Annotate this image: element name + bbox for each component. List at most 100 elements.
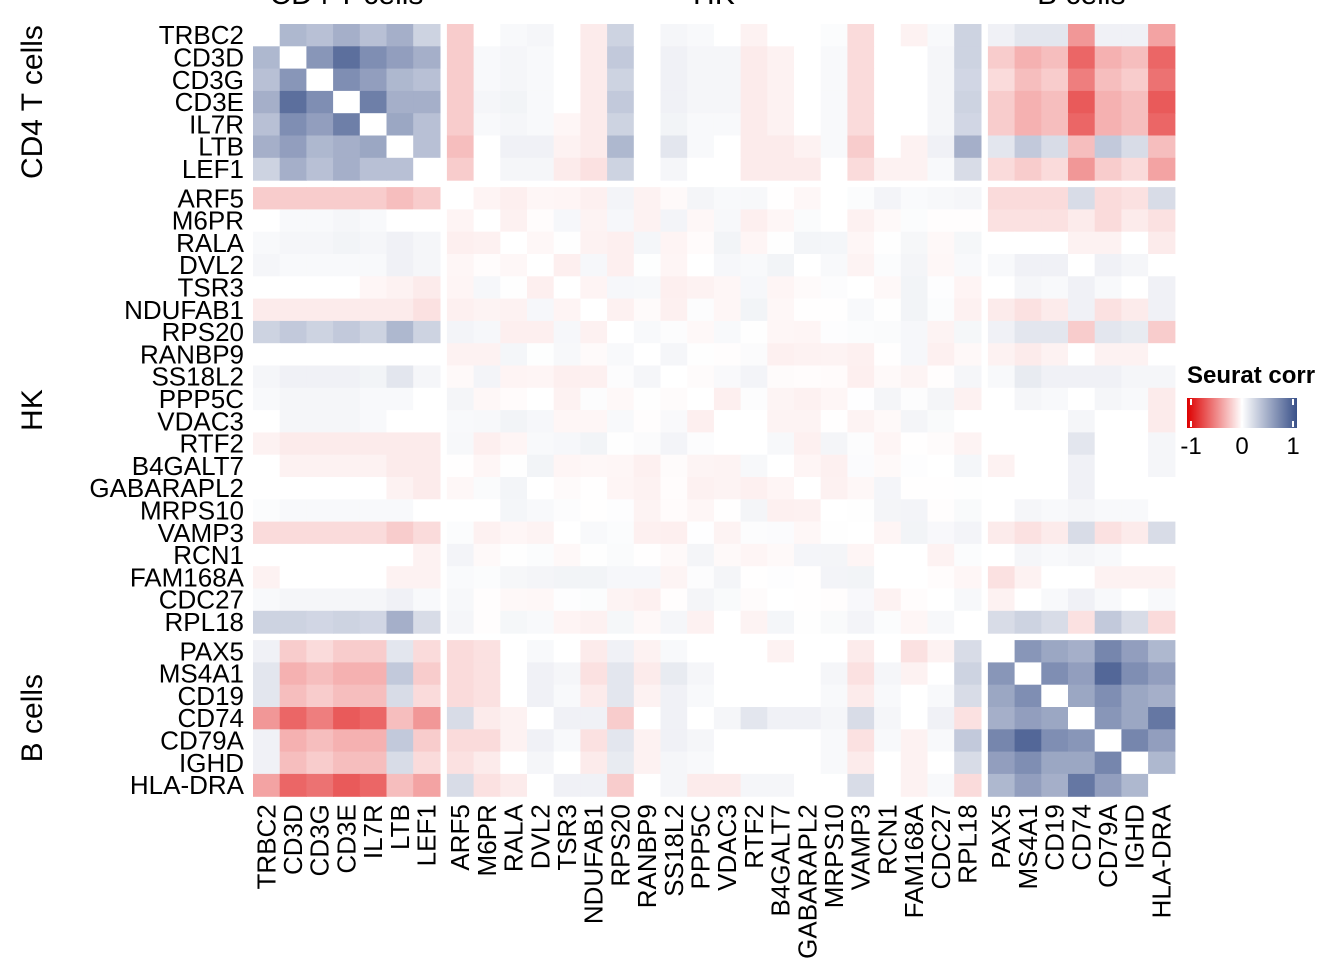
heatmap-cell-DVL2-B4GALT7: [767, 254, 795, 277]
heatmap-cell-MRPS10-VDAC3: [713, 499, 742, 523]
heatmap-cell-VDAC3-RALA: [500, 410, 528, 433]
heatmap-cell-CDC27-CDC27: [927, 588, 955, 612]
heatmap-cell-CD3E-RCN1: [874, 90, 902, 114]
heatmap-cell-ARF5-ARF5: [446, 187, 475, 210]
heatmap-cell-VDAC3-CDC27: [927, 410, 955, 433]
heatmap-cell-M6PR-CD19: [1041, 209, 1069, 233]
heatmap-cell-RCN1-PAX5: [987, 543, 1016, 567]
heatmap-cell-FAM168A-CDC27: [927, 566, 955, 590]
heatmap-cell-M6PR-CDC27: [927, 209, 955, 233]
heatmap-cell-RANBP9-NDUFAB1: [580, 343, 608, 367]
heatmap-cell-CDC27-RPS20: [607, 588, 635, 612]
heatmap-cell-TRBC2-TRBC2: [253, 24, 281, 47]
heatmap-cell-VDAC3-CD74: [1068, 410, 1096, 433]
heatmap-cell-LEF1-IGHD: [1121, 157, 1149, 181]
heatmap-cell-CD3E-MRPS10: [820, 90, 848, 114]
heatmap-cell-M6PR-DVL2: [527, 209, 555, 233]
heatmap-cell-ARF5-VAMP3: [847, 187, 875, 210]
heatmap-cell-GABARAPL2-M6PR: [473, 477, 501, 500]
heatmap-cell-RCN1-SS18L2: [660, 543, 688, 567]
heatmap-cell-VAMP3-VDAC3: [713, 521, 742, 545]
heatmap-cell-RPS20-M6PR: [473, 320, 501, 344]
heatmap-cell-TSR3-RALA: [500, 276, 528, 300]
heatmap-cell-RCN1-CD3G: [306, 543, 334, 567]
heatmap-cell-HLA-DRA-TRBC2: [253, 773, 281, 797]
heatmap-cell-RPS20-RTF2: [740, 320, 768, 344]
heatmap-cell-FAM168A-NDUFAB1: [580, 566, 608, 590]
heatmap-cell-RTF2-M6PR: [473, 432, 501, 456]
heatmap-cell-ARF5-RPS20: [607, 187, 635, 210]
heatmap-cell-M6PR-M6PR: [473, 209, 501, 233]
heatmap-cell-RANBP9-TRBC2: [253, 343, 281, 367]
heatmap-cell-HLA-DRA-HLA-DRA: [1148, 773, 1176, 797]
heatmap-cell-MRPS10-CD19: [1041, 499, 1069, 523]
heatmap-cell-HLA-DRA-IL7R: [359, 773, 388, 797]
heatmap-cell-LTB-RCN1: [874, 135, 902, 159]
heatmap-cell-ARF5-RPL18: [954, 187, 982, 210]
heatmap-cell-VDAC3-RCN1: [874, 410, 902, 433]
heatmap-cell-LTB-MRPS10: [820, 135, 848, 159]
heatmap-cell-TRBC2-RTF2: [740, 24, 768, 47]
heatmap-cell-MS4A1-MRPS10: [820, 662, 848, 686]
heatmap-cell-LEF1-IL7R: [359, 157, 388, 181]
heatmap-cell-RPL18-LEF1: [413, 610, 441, 634]
heatmap-cell-CD19-RPS20: [607, 684, 635, 708]
heatmap-cell-RTF2-CD74: [1068, 432, 1096, 456]
heatmap-cell-LEF1-ARF5: [446, 157, 475, 181]
heatmap-cell-MRPS10-RTF2: [740, 499, 768, 523]
heatmap-cell-LTB-B4GALT7: [767, 135, 795, 159]
heatmap-cell-VAMP3-CD3G: [306, 521, 334, 545]
heatmap-cell-IL7R-VDAC3: [713, 113, 742, 137]
heatmap-cell-GABARAPL2-CD19: [1041, 477, 1069, 500]
heatmap-cell-RTF2-LTB: [386, 432, 414, 456]
heatmap-cell-RCN1-HLA-DRA: [1148, 543, 1176, 567]
heatmap-cell-RTF2-SS18L2: [660, 432, 688, 456]
heatmap-cell-GABARAPL2-HLA-DRA: [1148, 477, 1176, 500]
heatmap-cell-RPS20-CD3D: [279, 320, 307, 344]
heatmap-cell-CD79A-CD3G: [306, 729, 334, 753]
heatmap-cell-CD3G-CD79A: [1094, 68, 1122, 92]
heatmap-cell-B4GALT7-SS18L2: [660, 454, 688, 478]
heatmap-cell-IL7R-CD79A: [1094, 113, 1122, 137]
heatmap-cell-LEF1-LEF1: [413, 157, 441, 181]
row-label: RPS20: [162, 317, 244, 347]
heatmap-cell-IL7R-PAX5: [987, 113, 1016, 137]
heatmap-cell-CD3D-RANBP9: [633, 46, 662, 70]
heatmap-cell-SS18L2-MS4A1: [1014, 365, 1042, 389]
heatmap-cell-NDUFAB1-CD79A: [1094, 298, 1122, 322]
heatmap-cell-CD19-SS18L2: [660, 684, 688, 708]
heatmap-cell-B4GALT7-CD19: [1041, 454, 1069, 478]
heatmap-cell-NDUFAB1-B4GALT7: [767, 298, 795, 322]
heatmap-cell-GABARAPL2-CD3E: [333, 477, 361, 500]
column-group-label: HK: [693, 0, 735, 11]
heatmap-cell-SS18L2-M6PR: [473, 365, 501, 389]
heatmap-cell-CD74-VDAC3: [713, 707, 742, 730]
heatmap-cell-IL7R-RALA: [500, 113, 528, 137]
heatmap-cell-CDC27-NDUFAB1: [580, 588, 608, 612]
heatmap-cell-LTB-ARF5: [446, 135, 475, 159]
heatmap-cell-CD3D-RTF2: [740, 46, 768, 70]
heatmap-cell-RTF2-RCN1: [874, 432, 902, 456]
heatmap-cell-HLA-DRA-RCN1: [874, 773, 902, 797]
heatmap-cell-RTF2-DVL2: [527, 432, 555, 456]
heatmap-cell-VAMP3-HLA-DRA: [1148, 521, 1176, 545]
row-label: PPP5C: [159, 384, 244, 414]
heatmap-cell-DVL2-SS18L2: [660, 254, 688, 277]
column-label: ARF5: [445, 804, 475, 870]
heatmap-cell-SS18L2-CD3D: [279, 365, 307, 389]
row-label: MRPS10: [140, 495, 244, 525]
heatmap-cell-ARF5-B4GALT7: [767, 187, 795, 210]
column-label: RCN1: [872, 804, 902, 875]
heatmap-cell-PPP5C-LEF1: [413, 387, 441, 411]
heatmap-cell-RPS20-CD3G: [306, 320, 334, 344]
column-label: DVL2: [525, 804, 555, 869]
heatmap-cell-CD79A-ARF5: [446, 729, 475, 753]
heatmap-cell-LEF1-MS4A1: [1014, 157, 1042, 181]
heatmap-cell-LEF1-CD3E: [333, 157, 361, 181]
heatmap-cell-M6PR-HLA-DRA: [1148, 209, 1176, 233]
heatmap-cell-RPS20-CD19: [1041, 320, 1069, 344]
heatmap-cell-CD74-CD3E: [333, 707, 361, 730]
heatmap-cell-IL7R-PPP5C: [687, 113, 715, 137]
heatmap-cell-CD79A-RALA: [500, 729, 528, 753]
heatmap-cell-LEF1-M6PR: [473, 157, 501, 181]
